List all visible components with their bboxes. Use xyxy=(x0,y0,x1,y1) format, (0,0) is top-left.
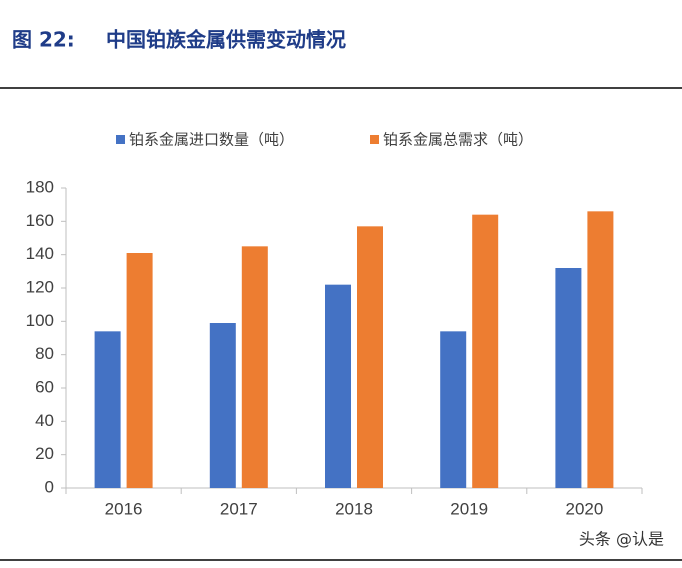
x-tick-label: 2016 xyxy=(105,499,143,518)
legend-label: 铂系金属进口数量（吨） xyxy=(129,131,294,149)
y-tick-label: 120 xyxy=(26,277,54,296)
bar xyxy=(126,253,153,488)
bar xyxy=(357,226,383,489)
bar xyxy=(555,268,582,488)
x-tick-label: 2018 xyxy=(335,499,373,518)
y-tick-label: 60 xyxy=(35,377,54,396)
watermark: 头条 @认是 xyxy=(579,530,664,549)
figure-label: 图 22: xyxy=(12,28,75,52)
y-tick-label: 140 xyxy=(26,244,54,263)
x-tick-label: 2019 xyxy=(450,499,488,518)
bar xyxy=(587,211,614,489)
y-tick-label: 0 xyxy=(45,477,54,496)
bar xyxy=(440,331,467,488)
bar xyxy=(209,323,236,488)
y-tick-label: 80 xyxy=(35,344,54,363)
bar xyxy=(472,214,499,488)
legend-label: 铂系金属总需求（吨） xyxy=(383,131,533,149)
x-tick-label: 2020 xyxy=(565,499,603,518)
bar xyxy=(325,284,351,488)
legend-swatch xyxy=(370,135,379,144)
y-tick-label: 40 xyxy=(35,411,54,430)
y-tick-label: 100 xyxy=(26,311,54,330)
y-tick-label: 180 xyxy=(26,177,54,196)
legend-swatch xyxy=(116,135,125,144)
chart-title: 中国铂族金属供需变动情况 xyxy=(106,28,346,52)
bar xyxy=(241,246,268,488)
x-tick-label: 2017 xyxy=(220,499,258,518)
bar xyxy=(94,331,121,488)
y-tick-label: 160 xyxy=(26,211,54,230)
y-tick-label: 20 xyxy=(35,444,54,463)
